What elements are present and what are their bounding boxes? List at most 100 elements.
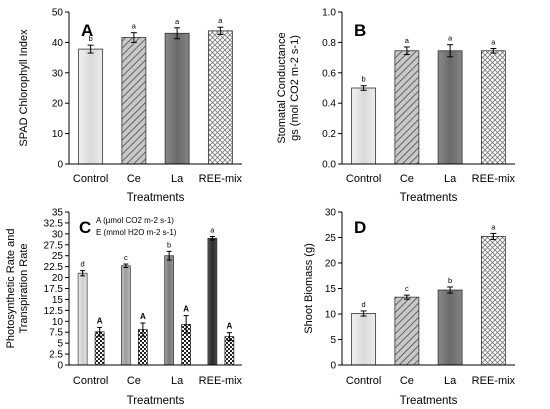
y-tick-label: 0.8: [322, 38, 336, 49]
x-tick-label: REE-mix: [199, 375, 243, 387]
significance-letter: a: [210, 225, 215, 234]
x-axis-label: Treatments: [127, 395, 185, 407]
x-axis-label: Treatments: [127, 192, 185, 204]
y-tick-label: 30: [52, 68, 64, 79]
significance-letter: A: [140, 312, 146, 321]
x-tick-label: La: [444, 173, 457, 185]
x-tick-label: Control: [346, 375, 381, 387]
y-tick-label: 0.2: [322, 129, 336, 140]
panel-label: C: [79, 218, 91, 237]
x-tick-label: REE-mix: [472, 375, 516, 387]
significance-letter: c: [124, 253, 128, 262]
x-tick-label: Control: [346, 173, 381, 185]
y-tick-label: 15: [52, 295, 64, 306]
y-tick-label: 5: [330, 335, 336, 346]
y-tick-label: 20: [52, 273, 64, 284]
y-tick-label: 22.5: [44, 262, 64, 273]
significance-letter: d: [362, 300, 366, 309]
y-tick-label: 30: [52, 229, 64, 240]
x-tick-label: Ce: [400, 375, 414, 387]
significance-letter: a: [491, 222, 496, 231]
significance-letter: c: [405, 284, 409, 293]
x-tick-label: Ce: [127, 375, 141, 387]
y-tick-label: 15: [325, 284, 337, 295]
bar: [394, 50, 420, 165]
x-tick-label: REE-mix: [199, 173, 243, 185]
y-tick-label: 32.5: [44, 218, 64, 229]
panel-label: A: [81, 21, 93, 40]
y-tick-label: 0.6: [322, 68, 336, 79]
panel-c: 02.557.51012.51517.52022.52527.53032.535…: [5, 208, 243, 408]
significance-letter: a: [405, 36, 410, 45]
bar-transpiration: [94, 331, 105, 366]
y-tick-label: 17.5: [44, 284, 64, 295]
y-tick-label: 25: [52, 251, 64, 262]
bar: [164, 32, 190, 165]
y-tick-label: 0.0: [322, 160, 336, 171]
panel-a: 0 10 20 30 40 50 b a a a Control Ce La REE-mix Treatme…: [18, 8, 243, 205]
panel-label: B: [354, 21, 366, 40]
y-axis-label-line1: Stomatal Conductance: [276, 32, 288, 143]
significance-letter: b: [448, 276, 452, 285]
significance-letter: a: [448, 34, 453, 43]
bar-photosynthesis: [77, 272, 88, 366]
panel-label: D: [354, 218, 366, 237]
y-tick-label: 12.5: [44, 306, 64, 317]
y-tick-label: 10: [52, 317, 64, 328]
y-tick-label: 10: [325, 310, 337, 321]
bar: [437, 50, 463, 165]
y-tick-label: 27.5: [44, 240, 64, 251]
significance-letter: b: [167, 240, 171, 249]
x-tick-label: REE-mix: [472, 173, 516, 185]
y-axis-label: Shoot Biomass (g): [303, 243, 315, 333]
significance-letter: d: [81, 260, 85, 269]
y-tick-label: 1.0: [322, 8, 336, 19]
x-tick-label: La: [171, 173, 184, 185]
significance-letter: a: [132, 22, 137, 31]
x-tick-label: Control: [73, 173, 108, 185]
x-tick-label: Control: [73, 375, 108, 387]
legend-transpiration: E (mmol H2O m-2 s-1): [96, 228, 177, 237]
significance-letter: b: [362, 75, 366, 84]
y-axis-label: SPAD Chlorophyll Index: [18, 29, 30, 147]
bar: [78, 48, 104, 165]
y-tick-label: 30: [325, 208, 337, 219]
bar: [394, 296, 420, 366]
y-axis-label-line2: Transpiration Rate: [18, 243, 30, 333]
significance-letter: A: [226, 322, 232, 331]
significance-letter: a: [218, 16, 223, 25]
y-tick-label: 0: [330, 361, 336, 372]
bar-photosynthesis: [121, 265, 131, 366]
x-tick-label: Ce: [127, 173, 141, 185]
x-axis-label: Treatments: [400, 395, 458, 407]
x-tick-label: Ce: [400, 173, 414, 185]
y-tick-label: 0.4: [322, 99, 336, 110]
y-tick-label: 25: [325, 233, 337, 244]
bar: [437, 289, 463, 366]
x-tick-label: La: [171, 375, 184, 387]
y-tick-label: 10: [52, 129, 64, 140]
panel-b: 0.0 0.2 0.4 0.6 0.8 1.0 b a a a Control Ce La REE-mix…: [276, 8, 516, 205]
bar: [480, 236, 506, 366]
y-tick-label: 7.5: [49, 328, 63, 339]
y-tick-label: 20: [52, 99, 64, 110]
y-tick-label: 50: [52, 8, 64, 19]
y-tick-label: 35: [52, 208, 64, 219]
significance-letter: A: [97, 316, 103, 325]
bar: [351, 313, 377, 366]
bar: [480, 50, 506, 165]
significance-letter: a: [491, 37, 496, 46]
y-tick-label: 20: [325, 259, 337, 270]
significance-letter: a: [175, 17, 180, 26]
y-axis-label-line1: Photosynthetic Rate and: [5, 229, 17, 349]
bar-photosynthesis: [164, 255, 174, 366]
bar-photosynthesis: [207, 237, 218, 366]
significance-letter: A: [183, 305, 189, 314]
bar: [351, 87, 377, 165]
y-axis-label-line2: gs (mol CO2 m-2 s-1): [289, 35, 301, 141]
y-tick-label: 0: [57, 361, 63, 372]
x-axis-label: Treatments: [400, 192, 458, 204]
y-tick-label: 2.5: [49, 350, 63, 361]
legend-photosynthesis: A (µmol CO2 m-2 s-1): [96, 216, 174, 225]
